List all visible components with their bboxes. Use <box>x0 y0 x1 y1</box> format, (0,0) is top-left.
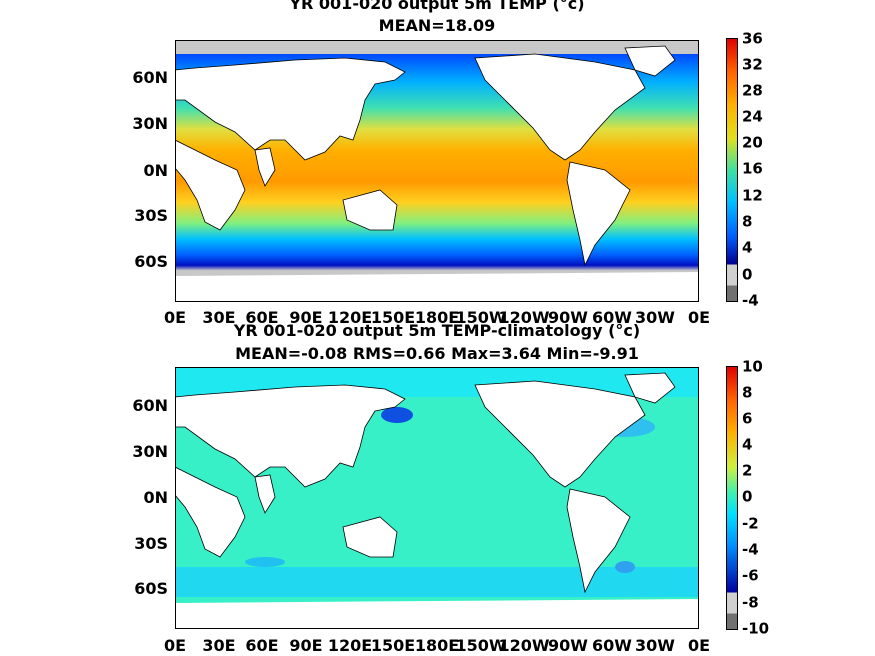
panel1-lon-label: 0E <box>163 308 187 327</box>
land-north-america <box>474 380 646 488</box>
panel1-lat-30s: 30S <box>134 206 168 225</box>
panel1-lat-0n: 0N <box>143 161 168 180</box>
panel2-lat-60n: 60N <box>132 396 168 415</box>
panel2-colorbar <box>726 366 738 630</box>
land-africa <box>175 466 246 558</box>
panel2-lon-label: 180E <box>414 636 460 655</box>
panel2-lon-label: 90W <box>548 636 588 655</box>
panel1-cbar-tick: 8 <box>742 212 753 231</box>
panel1-cbar-tick: 12 <box>742 186 763 205</box>
panel1-title: YR 001-020 output 5m TEMP (°c) <box>289 0 585 13</box>
panel2-lon-label: 60E <box>245 636 279 655</box>
panel1-cbar-tick: 0 <box>742 265 753 284</box>
land-australia <box>342 516 398 558</box>
panel1-lon-label: 120W <box>498 308 550 327</box>
panel2-agulhas-anomaly <box>245 557 285 567</box>
panel1-cbar-tick: 28 <box>742 81 763 100</box>
land-south-america <box>566 161 631 267</box>
panel2-subtitle: MEAN=-0.08 RMS=0.66 Max=3.64 Min=-9.91 <box>235 344 639 363</box>
panel2-lon-label: 0E <box>163 636 187 655</box>
panel1-lon-label: 150W <box>455 308 507 327</box>
panel1-lon-label: 180E <box>414 308 460 327</box>
panel2-lon-label: 150E <box>370 636 416 655</box>
panel2-cbar-tick: 2 <box>742 461 753 480</box>
panel1-cbar-tick: -4 <box>742 291 759 310</box>
panel2-lon-label: 0E <box>687 636 711 655</box>
panel2-lon-label: 60W <box>592 636 632 655</box>
land-greenland <box>624 372 676 404</box>
panel2-lon-label: 120E <box>327 636 373 655</box>
panel1-map <box>175 40 699 302</box>
panel2-lon-label: 120W <box>498 636 550 655</box>
panel2-cbar-tick: 6 <box>742 409 753 428</box>
panel1-frame <box>175 40 699 302</box>
land-india <box>254 474 276 514</box>
panel1-lon-label: 120E <box>327 308 373 327</box>
panel1-subtitle: MEAN=18.09 <box>378 16 496 35</box>
panel1-cbar-tick: 24 <box>742 107 763 126</box>
land-south-america <box>566 488 631 594</box>
land-eurasia <box>175 384 406 488</box>
panel1-lon-label: 60W <box>592 308 632 327</box>
panel1-lon-label: 60E <box>245 308 279 327</box>
panel1-lon-label: 150E <box>370 308 416 327</box>
panel2-falklands-anomaly <box>615 561 635 573</box>
panel2-southern-band <box>175 567 699 597</box>
panel2-lon-label: 150W <box>455 636 507 655</box>
land-eurasia <box>175 57 406 161</box>
panel2-lon-label: 90E <box>289 636 323 655</box>
panel1-lat-60n: 60N <box>132 68 168 87</box>
panel2-cbar-tick: -4 <box>742 540 759 559</box>
panel2-lon-label: 30W <box>635 636 675 655</box>
panel1-lat-60s: 60S <box>134 252 168 271</box>
panel2-cbar-tick: -8 <box>742 593 759 612</box>
panel1-lon-label: 30E <box>202 308 236 327</box>
land-greenland <box>624 45 676 77</box>
panel2-cbar-tick: -6 <box>742 566 759 585</box>
panel1-lon-label: 30W <box>635 308 675 327</box>
land-north-america <box>474 53 646 161</box>
panel1-cbar-tick: 20 <box>742 133 763 152</box>
panel1-colorbar <box>726 38 738 302</box>
panel2-cbar-tick: 8 <box>742 383 753 402</box>
panel1-lon-label: 90W <box>548 308 588 327</box>
panel2-title: YR 001-020 output 5m TEMP-climatology (°… <box>233 321 641 340</box>
land-antarctica <box>175 272 699 302</box>
land-antarctica <box>175 599 699 629</box>
panel1-lon-label: 90E <box>289 308 323 327</box>
panel2-lat-60s: 60S <box>134 579 168 598</box>
panel2-lon-label: 30E <box>202 636 236 655</box>
panel2-lat-30s: 30S <box>134 534 168 553</box>
panel1-lat-30n: 30N <box>132 114 168 133</box>
panel1-cbar-tick: 4 <box>742 238 753 257</box>
panel1-cbar-tick: 16 <box>742 159 763 178</box>
panel2-lat-30n: 30N <box>132 442 168 461</box>
panel1-cbar-tick: 36 <box>742 29 763 48</box>
land-australia <box>342 189 398 231</box>
panel2-cbar-tick: 10 <box>742 357 763 376</box>
panel1-arctic-ice <box>175 40 699 54</box>
panel2-cbar-tick: 4 <box>742 435 753 454</box>
panel2-kuroshio-anomaly <box>381 407 413 423</box>
panel2-lat-0n: 0N <box>143 488 168 507</box>
panel2-cbar-tick: 0 <box>742 487 753 506</box>
land-india <box>254 147 276 187</box>
panel2-land <box>175 372 699 629</box>
land-africa <box>175 139 246 231</box>
panel2-cbar-tick: -2 <box>742 514 759 533</box>
panel2-cbar-tick: -10 <box>742 619 770 638</box>
panel1-land <box>175 45 699 302</box>
panel2-frame <box>175 367 699 629</box>
panel1-cbar-tick: 32 <box>742 55 763 74</box>
panel2-map <box>175 367 699 629</box>
panel1-lon-label: 0E <box>687 308 711 327</box>
